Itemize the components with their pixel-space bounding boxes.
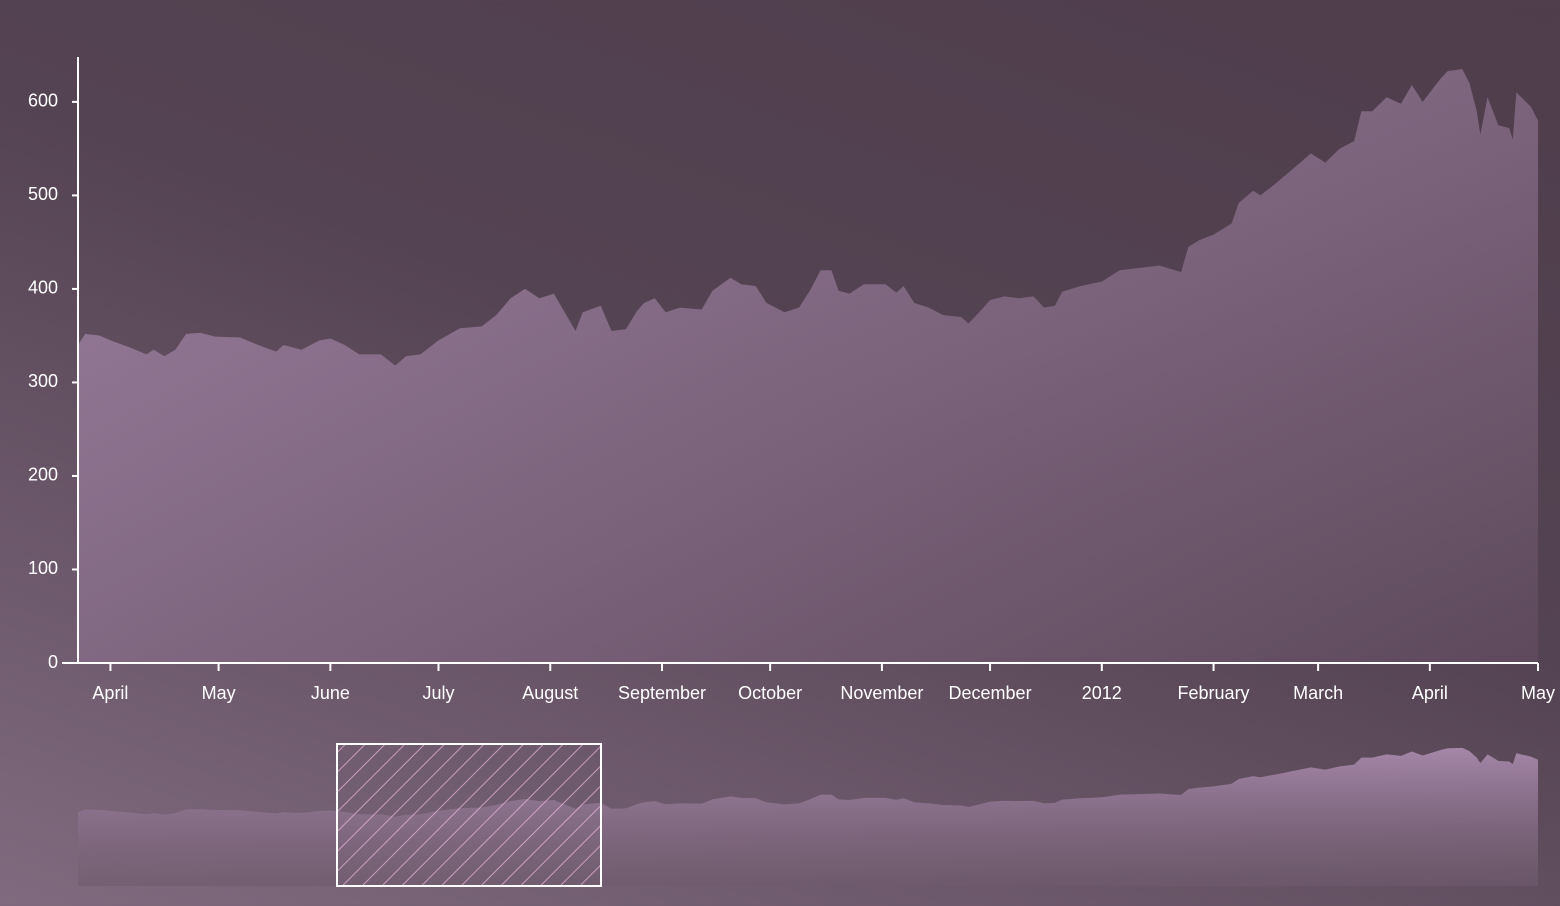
x-tick-label: September <box>618 683 706 703</box>
x-tick-label: 2012 <box>1082 683 1122 703</box>
x-tick-label: October <box>738 683 802 703</box>
y-tick-label: 600 <box>28 91 58 111</box>
x-tick-label: August <box>522 683 578 703</box>
x-tick-label: November <box>840 683 923 703</box>
x-tick-label: December <box>949 683 1032 703</box>
y-tick-label: 400 <box>28 278 58 298</box>
main-plot <box>78 69 1538 663</box>
y-tick-label: 300 <box>28 371 58 391</box>
x-tick-label: March <box>1293 683 1343 703</box>
x-tick-label: April <box>92 683 128 703</box>
y-tick-label: 100 <box>28 558 58 578</box>
x-tick-label: February <box>1178 683 1250 703</box>
x-tick-label: May <box>202 683 236 703</box>
x-tick-label: June <box>311 683 350 703</box>
y-tick-label: 200 <box>28 465 58 485</box>
x-tick-label: April <box>1412 683 1448 703</box>
brush-selection[interactable] <box>336 743 602 887</box>
area <box>78 69 1538 663</box>
x-tick-label: May <box>1521 683 1555 703</box>
axes: 0 100 200 300 400 500 600 April May June July Augus… <box>28 57 1555 703</box>
overview-plot <box>78 747 1538 886</box>
y-tick-label: 0 <box>48 652 58 672</box>
y-tick-label: 500 <box>28 184 58 204</box>
x-tick-label: July <box>422 683 454 703</box>
overview-area <box>78 747 1538 886</box>
